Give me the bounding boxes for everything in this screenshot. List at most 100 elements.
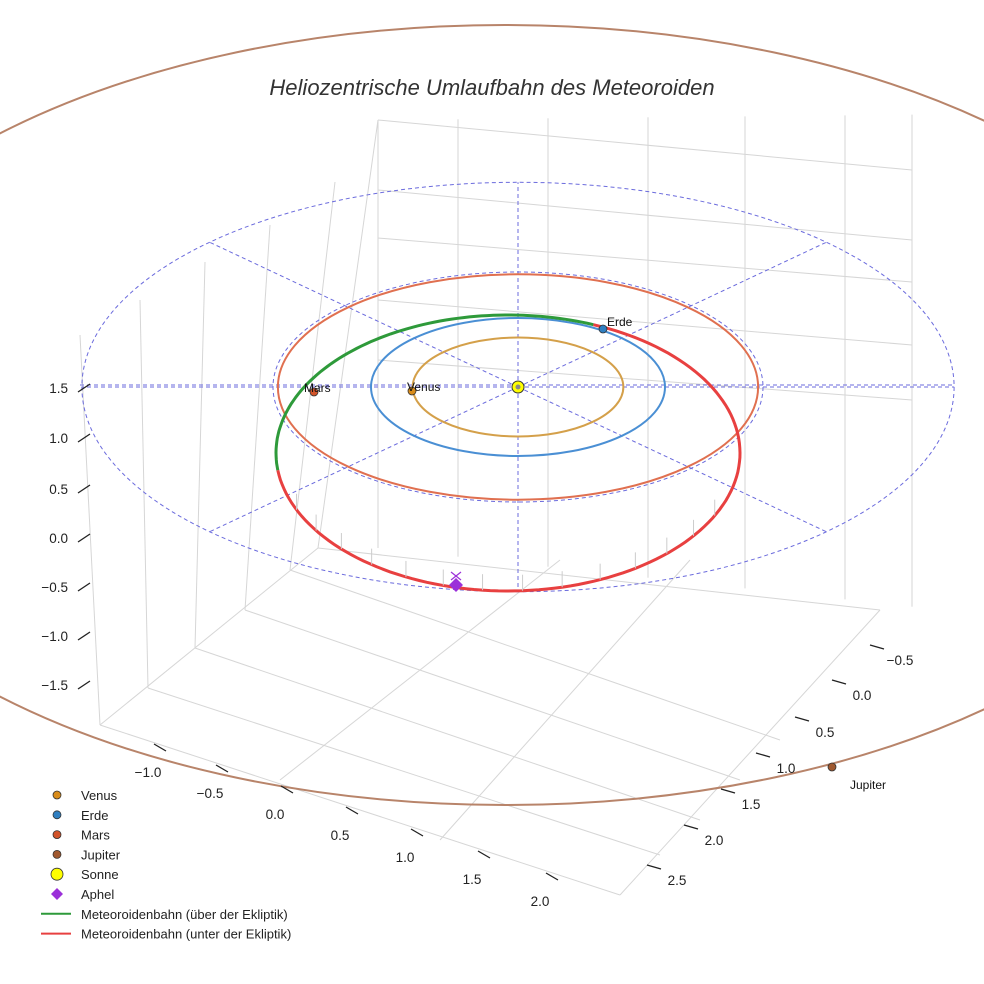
aphel-marker <box>449 578 463 592</box>
grid-line-backh-0 <box>377 119 913 171</box>
orbit-jupiter <box>0 24 984 806</box>
grid-line-floor-0 <box>99 724 621 896</box>
z-tick-label: 1.0 <box>49 431 68 446</box>
y-tick-mark <box>683 824 699 830</box>
y-tick-label: 2.5 <box>668 873 687 888</box>
grid-line-floor2-1 <box>619 609 881 896</box>
grid-line-left-4 <box>289 181 336 571</box>
z-tick-label: 1.5 <box>49 381 68 396</box>
legend-label: Venus <box>81 788 118 803</box>
x-tick-mark <box>215 764 229 773</box>
grid-line-floor-4 <box>289 569 781 741</box>
x-tick-mark <box>410 828 424 837</box>
ecliptic-spoke-5 <box>209 241 519 388</box>
grid-line-floor2-2 <box>279 559 561 781</box>
x-tick-mark <box>153 743 167 752</box>
pane-grid <box>79 114 913 896</box>
z-tick-mark <box>77 680 91 690</box>
y-tick-label: 1.5 <box>742 797 761 812</box>
axis-ticks: −1.5 −1.0 −0.5 0.0 0.5 1.0 1.5 −1.0 −0.5 0.0 0.5 1.… <box>41 381 913 909</box>
grid-line-left-5 <box>317 119 379 549</box>
legend-label: Aphel <box>81 887 114 902</box>
z-tick-mark <box>77 582 91 592</box>
y-tick-mark <box>755 752 771 758</box>
aphel-projection-x2 <box>450 571 462 581</box>
legend-label: Meteoroidenbahn (unter der Ekliptik) <box>81 927 291 942</box>
grid-line-left-0 <box>79 334 101 726</box>
planet-marker-mars <box>309 387 319 397</box>
grid-line-floor2-0 <box>99 547 319 726</box>
y-tick-mark <box>720 788 736 794</box>
y-tick-label: 2.0 <box>705 833 724 848</box>
x-tick-mark <box>545 872 559 881</box>
x-tick-label: 2.0 <box>531 894 550 909</box>
planet-label-mars: Mars <box>304 381 331 395</box>
planet-label-erde: Erde <box>607 315 633 329</box>
grid-line-backh-3 <box>377 299 913 346</box>
legend-swatch <box>51 888 63 900</box>
legend-label: Meteoroidenbahn (über der Ekliptik) <box>81 907 288 922</box>
y-tick-label: 1.0 <box>777 761 796 776</box>
grid-line-backh-4 <box>377 359 913 401</box>
x-tick-label: 0.5 <box>331 828 350 843</box>
z-tick-mark <box>77 631 91 641</box>
x-tick-mark <box>345 806 359 815</box>
legend-swatch <box>50 867 64 881</box>
planet-marker-jupiter <box>827 762 837 772</box>
grid-line-left-1 <box>139 299 149 689</box>
legend-swatch <box>52 830 62 839</box>
ecliptic-spoke-7 <box>517 241 827 388</box>
y-tick-label: −0.5 <box>887 653 914 668</box>
legend-swatch <box>52 850 62 859</box>
grid-line-floor-1 <box>147 687 661 856</box>
legend-label: Sonne <box>81 867 119 882</box>
planet-orbits <box>0 24 984 806</box>
x-tick-label: 0.0 <box>266 807 285 822</box>
planet-label-venus: Venus <box>407 380 440 394</box>
x-tick-label: −1.0 <box>135 765 162 780</box>
y-tick-mark <box>869 644 885 650</box>
y-tick-mark <box>794 716 810 722</box>
z-tick-mark <box>77 484 91 494</box>
chart-title: Heliozentrische Umlaufbahn des Meteoroid… <box>269 75 714 100</box>
legend-swatch <box>52 810 62 820</box>
meteoroid-below-ecliptic <box>276 323 742 593</box>
ecliptic-spoke-1 <box>517 386 827 533</box>
x-tick-mark <box>477 850 491 859</box>
y-tick-mark <box>831 679 847 685</box>
z-tick-label: 0.5 <box>49 482 68 497</box>
grid-line-backh-2 <box>377 237 913 283</box>
z-tick-label: −1.5 <box>41 678 68 693</box>
z-tick-mark <box>77 433 91 443</box>
grid-line-left-2 <box>194 261 206 649</box>
x-tick-label: 1.0 <box>396 850 415 865</box>
grid-line-floor-2 <box>194 647 701 821</box>
legend: Venus Erde Mars Jupiter Sonne Aphel Meteoroide… <box>41 788 291 942</box>
planet-label-jupiter: Jupiter <box>850 778 886 792</box>
planet-marker-erde <box>598 324 608 334</box>
z-tick-mark <box>77 533 91 543</box>
grid-line-floor2-3 <box>439 559 691 841</box>
ecliptic-spoke-3 <box>209 386 519 533</box>
meteoroid-orbit <box>274 313 742 593</box>
z-tick-label: −0.5 <box>41 580 68 595</box>
sun-core <box>515 384 521 390</box>
grid-line-floor-3 <box>244 609 741 781</box>
x-tick-label: 1.5 <box>463 872 482 887</box>
orbit-erde <box>370 317 666 457</box>
legend-label: Jupiter <box>81 847 121 862</box>
x-tick-label: −0.5 <box>197 786 224 801</box>
x-tick-mark <box>280 785 294 794</box>
grid-line-backh-1 <box>377 189 913 241</box>
orbit-mars <box>276 273 760 501</box>
z-tick-label: −1.0 <box>41 629 68 644</box>
y-tick-mark <box>646 864 662 870</box>
y-tick-label: 0.5 <box>816 725 835 740</box>
grid-line-left-3 <box>244 224 271 611</box>
legend-swatch <box>52 790 62 800</box>
z-tick-label: 0.0 <box>49 531 68 546</box>
planet-markers: Venus Erde Mars Jupiter <box>304 315 886 792</box>
planet-marker-venus <box>407 386 417 396</box>
meteoroid-above-ecliptic <box>274 313 594 471</box>
